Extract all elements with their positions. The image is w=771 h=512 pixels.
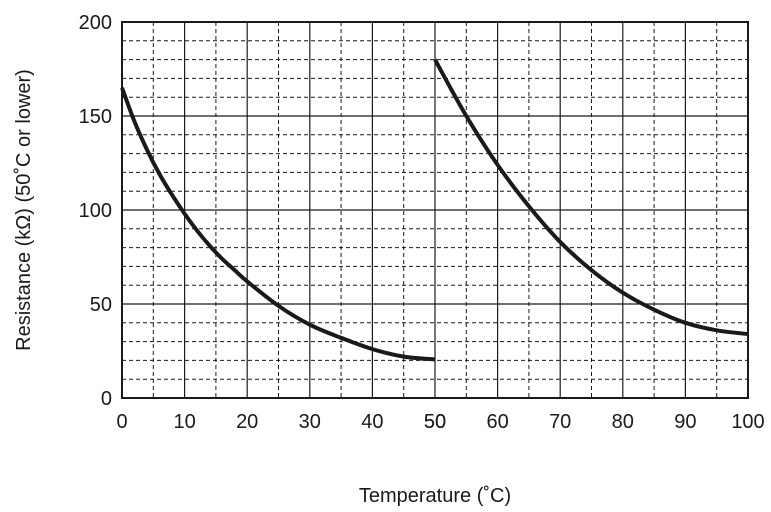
x-tick-label: 50 <box>424 411 446 433</box>
x-tick-label: 100 <box>731 411 764 433</box>
x-tick-label: 40 <box>361 411 383 433</box>
plot-frame <box>121 21 749 399</box>
resistance-curve-segment-1 <box>120 87 436 362</box>
y-axis-label: Resistance (kΩ) (50˚C or lower) <box>13 69 35 351</box>
x-tick-label: 0 <box>116 411 127 433</box>
x-tick-label: 70 <box>549 411 571 433</box>
y-tick-label: 200 <box>79 12 112 34</box>
grid <box>122 22 748 398</box>
y-tick-label: 100 <box>79 200 112 222</box>
x-tick-label: 50 <box>424 411 446 433</box>
x-tick-label: 20 <box>236 411 258 433</box>
series-lines <box>120 58 749 362</box>
y-tick-label: 150 <box>79 106 112 128</box>
x-tick-label: 90 <box>674 411 696 433</box>
x-axis-label: Temperature (˚C) <box>359 485 511 507</box>
x-tick-label: 60 <box>486 411 508 433</box>
resistance-curve-segment-2 <box>433 58 749 337</box>
x-tick-label: 10 <box>173 411 195 433</box>
x-tick-label: 30 <box>299 411 321 433</box>
y-tick-label: 50 <box>90 294 112 316</box>
x-tick-label: 80 <box>612 411 634 433</box>
y-tick-label: 0 <box>101 388 112 410</box>
